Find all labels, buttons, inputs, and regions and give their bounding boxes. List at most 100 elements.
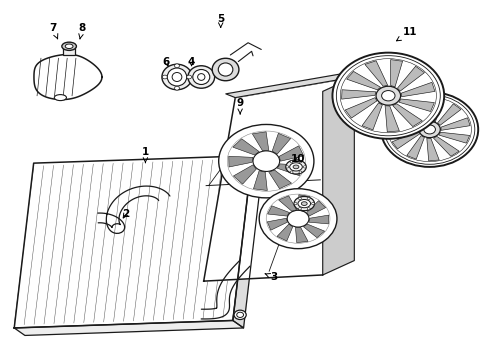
Polygon shape bbox=[299, 195, 310, 211]
Ellipse shape bbox=[298, 199, 311, 208]
Polygon shape bbox=[342, 90, 376, 99]
Circle shape bbox=[303, 166, 306, 168]
Polygon shape bbox=[432, 98, 442, 122]
Circle shape bbox=[298, 197, 301, 199]
Polygon shape bbox=[323, 77, 354, 275]
Text: 4: 4 bbox=[188, 57, 195, 67]
Circle shape bbox=[376, 86, 401, 105]
Polygon shape bbox=[365, 61, 388, 86]
Circle shape bbox=[219, 125, 314, 198]
Polygon shape bbox=[441, 118, 470, 130]
Ellipse shape bbox=[65, 44, 73, 49]
Polygon shape bbox=[393, 108, 423, 124]
Text: 2: 2 bbox=[122, 209, 129, 219]
Polygon shape bbox=[233, 165, 256, 184]
Ellipse shape bbox=[197, 74, 205, 80]
Polygon shape bbox=[14, 156, 252, 328]
Polygon shape bbox=[295, 228, 308, 243]
Polygon shape bbox=[267, 218, 287, 230]
Polygon shape bbox=[345, 98, 377, 118]
Ellipse shape bbox=[290, 163, 302, 171]
Polygon shape bbox=[385, 106, 399, 132]
Circle shape bbox=[162, 75, 167, 79]
Polygon shape bbox=[233, 139, 259, 155]
Circle shape bbox=[294, 202, 297, 205]
Polygon shape bbox=[279, 196, 296, 211]
Polygon shape bbox=[269, 170, 292, 189]
Ellipse shape bbox=[162, 64, 192, 90]
Circle shape bbox=[299, 171, 302, 173]
Polygon shape bbox=[392, 104, 422, 127]
Circle shape bbox=[187, 75, 192, 79]
Text: 8: 8 bbox=[78, 23, 86, 39]
Ellipse shape bbox=[212, 58, 239, 81]
Polygon shape bbox=[409, 99, 429, 121]
Circle shape bbox=[307, 208, 310, 210]
Circle shape bbox=[298, 208, 301, 210]
Polygon shape bbox=[307, 201, 326, 216]
Circle shape bbox=[174, 86, 179, 90]
Polygon shape bbox=[389, 124, 419, 132]
Text: 7: 7 bbox=[49, 23, 58, 39]
Circle shape bbox=[381, 92, 478, 167]
Ellipse shape bbox=[172, 72, 182, 81]
Polygon shape bbox=[399, 99, 435, 112]
Ellipse shape bbox=[294, 197, 315, 211]
Polygon shape bbox=[253, 171, 268, 190]
Polygon shape bbox=[401, 82, 435, 97]
Polygon shape bbox=[397, 66, 424, 91]
Circle shape bbox=[382, 91, 395, 101]
Ellipse shape bbox=[237, 312, 244, 318]
Ellipse shape bbox=[62, 42, 76, 50]
Circle shape bbox=[312, 202, 315, 205]
Circle shape bbox=[174, 64, 179, 68]
Polygon shape bbox=[279, 146, 304, 161]
Text: 9: 9 bbox=[237, 98, 244, 114]
Polygon shape bbox=[252, 132, 269, 150]
Circle shape bbox=[332, 53, 444, 139]
Polygon shape bbox=[362, 103, 382, 130]
Text: 10: 10 bbox=[291, 154, 306, 165]
Polygon shape bbox=[14, 320, 244, 336]
Circle shape bbox=[290, 171, 293, 173]
Ellipse shape bbox=[193, 69, 210, 85]
Ellipse shape bbox=[188, 66, 215, 88]
Polygon shape bbox=[229, 156, 253, 167]
Circle shape bbox=[259, 189, 337, 249]
Polygon shape bbox=[233, 156, 263, 328]
Polygon shape bbox=[433, 136, 459, 156]
Text: 1: 1 bbox=[142, 147, 149, 163]
Text: 5: 5 bbox=[217, 14, 224, 27]
Polygon shape bbox=[427, 138, 439, 161]
Polygon shape bbox=[346, 71, 381, 90]
Polygon shape bbox=[34, 54, 102, 100]
Text: 11: 11 bbox=[396, 27, 417, 41]
Polygon shape bbox=[272, 133, 291, 154]
Polygon shape bbox=[204, 77, 354, 281]
Text: 6: 6 bbox=[163, 57, 170, 67]
Circle shape bbox=[424, 125, 436, 134]
Circle shape bbox=[253, 151, 280, 171]
Circle shape bbox=[307, 197, 310, 199]
Polygon shape bbox=[268, 206, 290, 216]
Ellipse shape bbox=[234, 310, 246, 320]
Circle shape bbox=[287, 210, 309, 227]
Text: 3: 3 bbox=[265, 273, 278, 282]
Polygon shape bbox=[439, 132, 470, 143]
Ellipse shape bbox=[54, 95, 67, 100]
Ellipse shape bbox=[293, 165, 299, 169]
Polygon shape bbox=[277, 224, 293, 241]
Circle shape bbox=[290, 161, 293, 163]
Polygon shape bbox=[438, 104, 461, 125]
Ellipse shape bbox=[167, 68, 187, 86]
Polygon shape bbox=[277, 164, 304, 176]
Polygon shape bbox=[226, 73, 354, 98]
Polygon shape bbox=[391, 60, 403, 87]
Ellipse shape bbox=[218, 63, 233, 76]
Polygon shape bbox=[407, 136, 424, 159]
Circle shape bbox=[419, 121, 441, 138]
Polygon shape bbox=[309, 215, 329, 224]
Circle shape bbox=[299, 161, 302, 163]
Ellipse shape bbox=[301, 202, 307, 206]
Circle shape bbox=[286, 166, 289, 168]
